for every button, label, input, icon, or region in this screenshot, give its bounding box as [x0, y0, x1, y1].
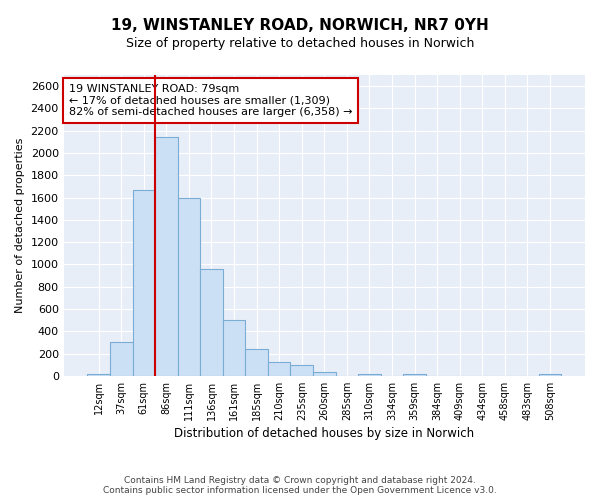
Text: 19 WINSTANLEY ROAD: 79sqm
← 17% of detached houses are smaller (1,309)
82% of se: 19 WINSTANLEY ROAD: 79sqm ← 17% of detac…	[69, 84, 352, 117]
Text: Size of property relative to detached houses in Norwich: Size of property relative to detached ho…	[126, 38, 474, 51]
Bar	[358, 374, 381, 376]
Bar	[88, 374, 110, 376]
Bar	[268, 362, 290, 376]
Bar	[133, 190, 155, 376]
Bar	[178, 198, 200, 376]
Text: Contains HM Land Registry data © Crown copyright and database right 2024.
Contai: Contains HM Land Registry data © Crown c…	[103, 476, 497, 495]
X-axis label: Distribution of detached houses by size in Norwich: Distribution of detached houses by size …	[174, 427, 475, 440]
Bar	[110, 342, 133, 376]
Y-axis label: Number of detached properties: Number of detached properties	[15, 138, 25, 313]
Bar	[200, 269, 223, 376]
Bar	[539, 374, 562, 376]
Bar	[403, 374, 426, 376]
Bar	[290, 365, 313, 376]
Bar	[245, 349, 268, 376]
Text: 19, WINSTANLEY ROAD, NORWICH, NR7 0YH: 19, WINSTANLEY ROAD, NORWICH, NR7 0YH	[111, 18, 489, 32]
Bar	[223, 320, 245, 376]
Bar	[155, 138, 178, 376]
Bar	[313, 372, 335, 376]
